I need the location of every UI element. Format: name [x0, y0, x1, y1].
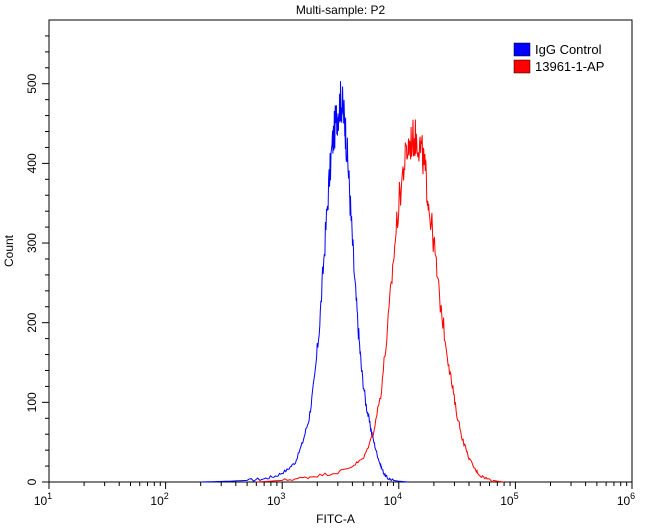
plot-frame: [48, 19, 633, 483]
y-tick-label: 300: [25, 233, 39, 253]
legend-swatch-0: [513, 42, 531, 57]
x-tick-label: 102: [150, 491, 168, 508]
x-tick-exponent: 1: [47, 491, 52, 501]
x-tick-label: 104: [384, 491, 402, 508]
series-line-0: [200, 81, 409, 483]
x-tick-base: 10: [617, 494, 631, 508]
y-tick-label: 200: [25, 312, 39, 332]
x-tick-exponent: 4: [397, 491, 402, 501]
y-tick-label: 500: [25, 73, 39, 93]
series-line-1: [256, 119, 505, 483]
chart-title: Multi-sample: P2: [296, 3, 386, 17]
x-tick-label: 106: [617, 491, 635, 508]
x-tick-exponent: 6: [630, 491, 635, 501]
x-tick-label: 101: [34, 491, 52, 508]
x-tick-base: 10: [267, 494, 281, 508]
y-tick-label: 100: [25, 392, 39, 412]
x-tick-exponent: 5: [514, 491, 519, 501]
y-tick-label: 0: [25, 478, 39, 485]
x-axis-title: FITC-A: [316, 512, 355, 526]
x-tick-label: 103: [267, 491, 285, 508]
x-tick-exponent: 2: [164, 491, 169, 501]
x-tick-label: 105: [500, 491, 518, 508]
x-tick-base: 10: [34, 494, 48, 508]
y-tick-label: 400: [25, 153, 39, 173]
legend-label-0: IgG Control: [535, 42, 602, 57]
legend-swatch-1: [513, 59, 531, 74]
y-axis-title: Count: [2, 234, 16, 267]
x-tick-base: 10: [150, 494, 164, 508]
x-tick-base: 10: [384, 494, 398, 508]
x-tick-exponent: 3: [280, 491, 285, 501]
x-tick-base: 10: [500, 494, 514, 508]
legend-label-1: 13961-1-AP: [535, 59, 604, 74]
